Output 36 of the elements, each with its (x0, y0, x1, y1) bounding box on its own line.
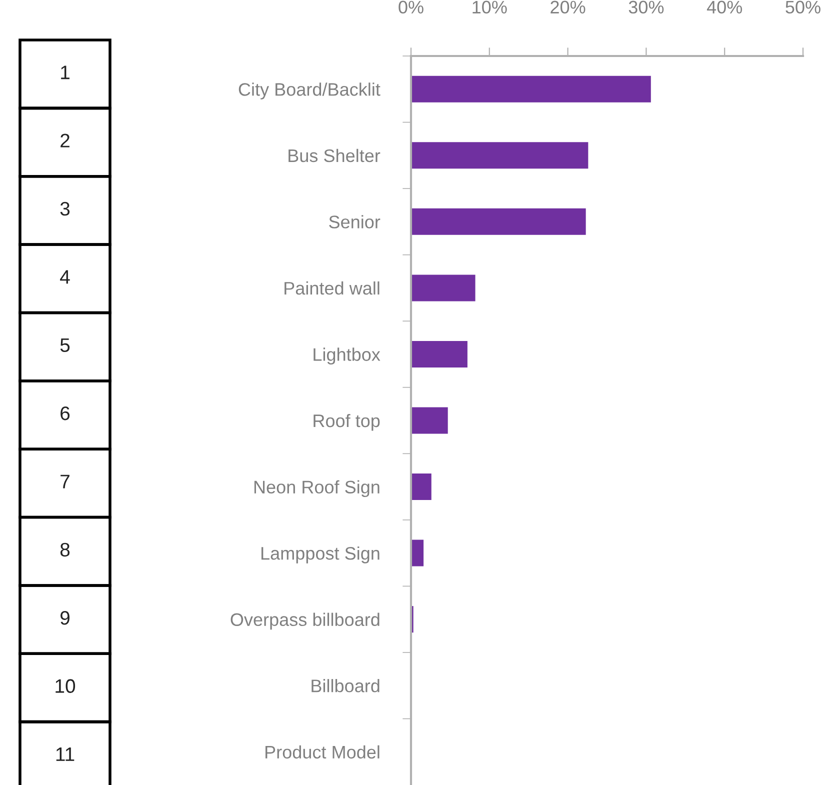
x-tick-label: 30% (628, 0, 664, 14)
bar (411, 208, 586, 235)
y-tick-label: Painted wall (284, 281, 380, 295)
text: 8 (60, 542, 70, 557)
y-tick-label: Bus Shelter (288, 148, 380, 162)
y-tick-label: Lamppost Sign (261, 546, 380, 564)
text: 2 (60, 134, 70, 148)
y-tick-label: Lightbox (314, 348, 380, 365)
bar (411, 540, 424, 566)
y-tick-label: Billboard (312, 679, 380, 692)
y-tick-label: Overpass billboard (230, 612, 380, 630)
text: 3 (60, 202, 70, 216)
x-tick-label: 50% (786, 0, 820, 14)
x-tick-label: 0% (398, 0, 424, 14)
y-tick-label: Neon Roof Sign (254, 480, 380, 498)
text: 10 (56, 679, 76, 693)
x-tick-label: 20% (550, 0, 586, 14)
y-tick-label: Product Model (266, 745, 380, 759)
text: 7 (60, 474, 70, 488)
text: 1 (61, 66, 70, 80)
y-tick-label: Roof top (314, 414, 380, 431)
bar (411, 474, 432, 500)
text: 5 (60, 338, 70, 352)
bar (411, 274, 476, 302)
bar (411, 340, 468, 368)
y-tick-label: City Board/Backlit (238, 82, 380, 100)
y-tick-label: Senior (329, 215, 380, 228)
x-tick-label: 10% (472, 0, 507, 14)
text: 9 (60, 610, 70, 625)
x-tick-label: 40% (706, 0, 742, 14)
text: 4 (60, 270, 70, 284)
text: 6 (60, 406, 70, 420)
bar (411, 76, 651, 102)
bar (411, 407, 448, 434)
bar (411, 142, 588, 169)
text: 11 (56, 748, 74, 761)
